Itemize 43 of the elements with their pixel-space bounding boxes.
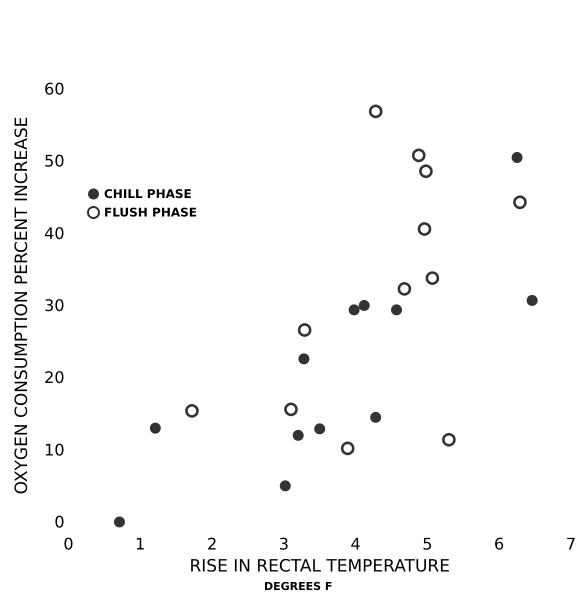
point — [114, 516, 125, 528]
y-tick-label: 10 — [44, 440, 64, 460]
y-tick-label: 50 — [44, 152, 64, 171]
y-tick-label: 20 — [44, 368, 64, 388]
point — [340, 442, 354, 456]
x-tick-label: 7 — [566, 534, 576, 554]
y-tick-label: 30 — [44, 296, 64, 315]
y-axis-title: OXYGEN CONSUMPTION PERCENT INCREASE — [12, 116, 32, 494]
point — [426, 271, 440, 285]
point — [298, 353, 310, 364]
point — [368, 104, 382, 118]
point — [391, 304, 402, 316]
point — [298, 323, 312, 337]
point — [185, 404, 199, 418]
y-tick-label: 60 — [44, 80, 64, 98]
point — [280, 480, 291, 492]
point — [513, 196, 527, 210]
text: DEGREES F — [264, 580, 332, 593]
x-tick-label: 2 — [206, 534, 218, 554]
point — [412, 148, 426, 162]
x-tick-label: 4 — [350, 534, 361, 554]
point — [398, 282, 412, 296]
point — [419, 164, 433, 178]
legend-label: FLUSH PHASE — [104, 206, 197, 220]
point — [370, 412, 382, 423]
point — [150, 422, 161, 434]
point — [512, 152, 523, 164]
point — [418, 222, 432, 236]
x-tick-label: 6 — [494, 534, 504, 554]
y-tick-label: 0 — [54, 512, 64, 532]
point — [314, 423, 326, 434]
point — [284, 402, 298, 416]
point — [348, 304, 360, 316]
point — [358, 300, 370, 311]
y-tick-label: 40 — [44, 224, 64, 243]
point — [526, 294, 538, 306]
point — [292, 430, 304, 441]
x-axis-title: RISE IN RECTAL TEMPERATURE — [189, 556, 450, 576]
x-tick-label: 5 — [422, 534, 432, 554]
legend-label: CHILL PHASE — [104, 187, 192, 201]
x-tick-label: 1 — [135, 534, 146, 554]
x-tick-label: 3 — [278, 534, 289, 554]
point — [442, 432, 456, 447]
